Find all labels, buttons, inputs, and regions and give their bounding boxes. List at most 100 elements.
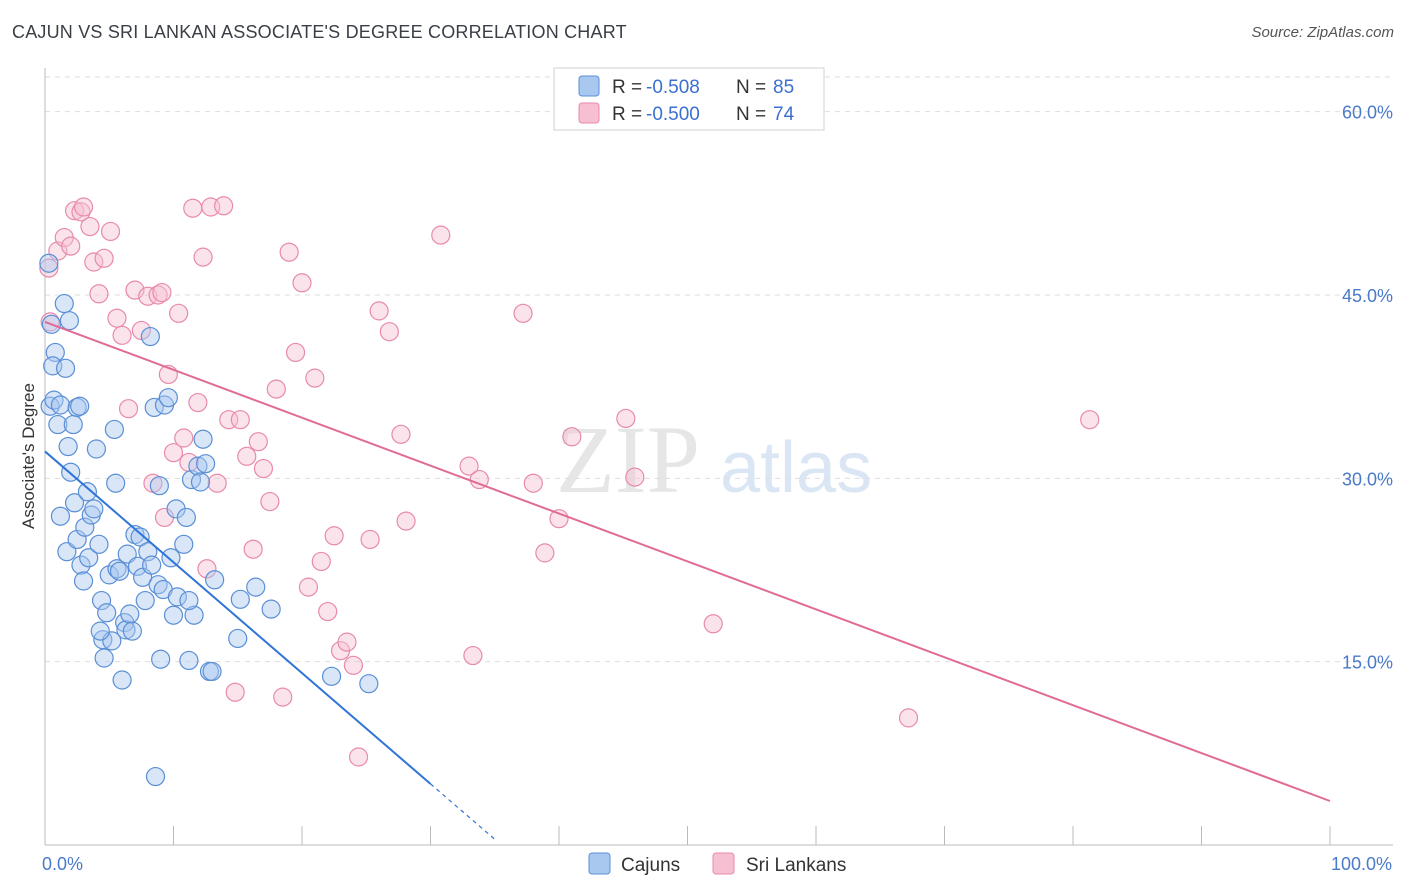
watermark: ZIP atlas: [556, 406, 872, 513]
sri-lankan-point: [174, 428, 194, 448]
cajun-point: [106, 473, 126, 493]
cajun-point: [163, 605, 184, 625]
sri-lankan-point: [513, 303, 533, 323]
axes: [44, 68, 1393, 846]
sri-lankan-point: [898, 708, 919, 728]
cajun-point: [167, 587, 187, 607]
sri-lankan-point: [523, 473, 543, 493]
y-tick-labels: 15.0% 30.0% 45.0% 60.0%: [1342, 103, 1393, 673]
sri-lankan-point: [337, 632, 357, 652]
cajun-point: [117, 544, 137, 564]
cajun-point: [75, 517, 95, 537]
cajun-point: [196, 454, 216, 474]
y-tick-label: 15.0%: [1342, 653, 1393, 673]
sri-lankan-trend-line: [44, 320, 1331, 802]
cajun-point: [48, 414, 68, 435]
cajun-point: [228, 628, 248, 649]
sri-lankan-point: [253, 458, 274, 479]
cajun-point: [261, 599, 281, 619]
cajun-point: [73, 571, 94, 591]
sri-lankan-point: [225, 682, 245, 702]
sri-lankan-point: [193, 247, 213, 267]
stats-legend: R = -0.508 N = 85 R = -0.500 N = 74: [553, 67, 825, 131]
sri-lankan-point: [152, 282, 172, 303]
sri-lankan-point: [1080, 410, 1100, 430]
sri-lankan-point: [562, 427, 582, 447]
cajun-point: [193, 429, 213, 449]
cajun-point: [59, 311, 80, 331]
sri-lankan-point: [94, 248, 114, 268]
cajun-point: [149, 476, 169, 496]
cajun-point: [79, 548, 99, 568]
cajun-point: [188, 456, 208, 476]
sri-lankan-point: [549, 509, 569, 529]
bottom-legend-swatch-cajuns: [588, 852, 611, 875]
sri-lankan-point: [248, 432, 268, 452]
sri-lankan-point: [61, 236, 81, 256]
cajun-point: [120, 604, 140, 624]
cajun-point: [99, 565, 119, 585]
y-axis-label: Associate's Degree: [19, 383, 38, 529]
cajun-point: [184, 605, 204, 625]
sri-lankan-point: [39, 258, 59, 278]
cajun-point: [190, 472, 211, 492]
source-label: Source: ZipAtlas.com: [1251, 24, 1394, 41]
legend-r-label-sri-lankans: R =: [612, 104, 642, 125]
sri-lankan-point: [298, 577, 319, 597]
y-tick-label: 60.0%: [1342, 103, 1393, 123]
sri-lankan-point: [243, 539, 263, 559]
cajun-point: [161, 548, 181, 568]
trend-lines: [44, 320, 1331, 840]
sri-lankan-point: [266, 379, 286, 399]
cajun-point: [67, 529, 87, 550]
cajun-point: [109, 561, 130, 581]
sri-lankan-point: [431, 225, 451, 245]
cajun-point: [359, 674, 379, 694]
cajun-point: [54, 293, 74, 314]
bottom-legend-label-sri-lankans: Sri Lankans: [746, 855, 846, 876]
cajun-point: [107, 559, 127, 579]
cajun-point: [174, 534, 194, 554]
cajun-point: [58, 436, 78, 457]
series-cajuns: [39, 253, 379, 787]
sri-lankan-point: [237, 446, 257, 466]
cajun-point: [321, 666, 342, 686]
sri-lankan-point: [273, 687, 293, 707]
cajun-point: [97, 603, 117, 623]
sri-lankan-point: [138, 286, 158, 306]
sri-lankan-point: [391, 424, 411, 444]
cajun-point: [91, 590, 112, 611]
sri-lankan-point: [118, 399, 139, 419]
legend-n-value-sri-lankans: 74: [773, 104, 795, 125]
cajun-point: [145, 766, 166, 787]
cajun-point: [179, 650, 199, 671]
cajun-point: [246, 577, 266, 597]
sri-lankan-point: [279, 242, 299, 262]
cajun-point: [50, 395, 71, 415]
cajun-point: [127, 556, 148, 576]
legend-n-label-cajuns: N =: [736, 77, 766, 98]
bottom-legend-swatch-sri-lankans: [712, 852, 735, 875]
sri-lankan-point: [112, 325, 132, 345]
cajun-point: [158, 388, 178, 408]
cajun-point: [205, 570, 225, 590]
cajun-point: [142, 555, 162, 575]
sri-lankan-point: [163, 443, 184, 463]
sri-lankan-point: [305, 368, 325, 388]
cajun-point: [86, 439, 107, 459]
legend-n-value-cajuns: 85: [773, 77, 794, 98]
cajun-point: [112, 670, 132, 690]
y-tick-label: 30.0%: [1342, 469, 1393, 489]
sri-lankan-point: [285, 342, 306, 363]
sri-lankan-point: [73, 197, 94, 217]
legend-swatch-cajuns: [578, 75, 600, 97]
sri-lankan-point: [343, 655, 363, 675]
sri-lankan-point: [197, 559, 217, 579]
sri-lankan-point: [188, 392, 208, 413]
sri-lankan-point: [318, 601, 338, 622]
cajun-trend-extension: [430, 783, 496, 840]
cajun-point: [63, 414, 83, 435]
cajun-point: [125, 524, 145, 545]
sri-lankan-point: [230, 410, 250, 430]
